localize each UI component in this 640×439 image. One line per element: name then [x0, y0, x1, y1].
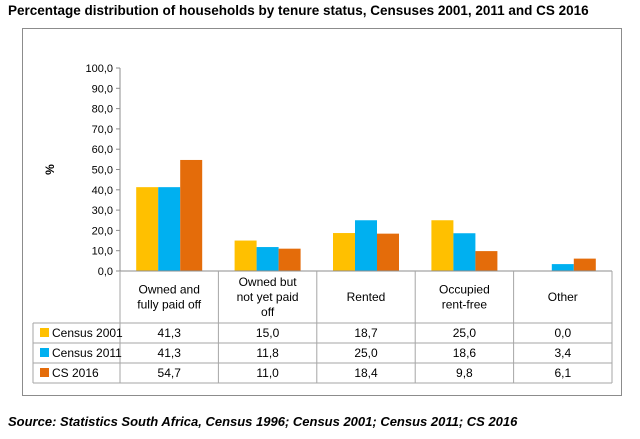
chart-frame: 0,0 10,0 20,0 30,0 40,0 50,0 60,0 70,0 80,0 90,0 1… [22, 28, 622, 396]
y-tick-label: 50,0 [92, 165, 113, 177]
bar-1-2 [234, 240, 257, 271]
y-tick-label: 40,0 [92, 185, 113, 197]
bar-1-3 [333, 233, 355, 271]
category-label: not yet paid [237, 290, 299, 304]
data-label: 3,4 [554, 346, 571, 360]
legend-swatch-3 [40, 368, 49, 377]
category-label: Other [548, 290, 578, 304]
data-label: 0,0 [554, 326, 571, 340]
bar-2-4 [453, 233, 476, 271]
y-tick-label: 60,0 [92, 144, 113, 156]
data-label: 54,7 [158, 366, 182, 380]
y-tick-label: 70,0 [92, 124, 113, 136]
data-label: 18,7 [354, 326, 378, 340]
data-label: 18,6 [453, 346, 477, 360]
category-label: rent-free [442, 298, 488, 312]
category-label: Occupied [439, 283, 490, 297]
bar-3-4 [475, 251, 498, 271]
bar-2-5 [551, 264, 574, 271]
category-label: Rented [347, 290, 386, 304]
bar-2-2 [256, 247, 279, 271]
legend-label: Census 2011 [52, 346, 122, 360]
data-label: 25,0 [354, 346, 378, 360]
bar-3-5 [573, 258, 596, 271]
y-tick-label: 20,0 [92, 225, 113, 237]
data-label: 15,0 [256, 326, 280, 340]
bar-1-4 [431, 220, 454, 271]
y-tick-label: 90,0 [92, 83, 113, 95]
legend-label: Census 2001 [52, 326, 123, 340]
chart-title: Percentage distribution of households by… [8, 3, 589, 18]
category-label: fully paid off [137, 298, 201, 312]
y-tick-label: 80,0 [92, 104, 113, 116]
bar-2-3 [355, 220, 377, 271]
bar-1-1 [136, 187, 159, 271]
data-label: 11,0 [256, 366, 279, 380]
data-label: 41,3 [158, 326, 182, 340]
y-tick-label: 30,0 [92, 205, 113, 217]
legend-swatch-2 [40, 348, 49, 357]
bar-3-3 [377, 233, 399, 271]
legend-swatch-1 [40, 328, 49, 337]
y-axis-label: % [43, 164, 57, 175]
y-tick-label: 100,0 [85, 63, 113, 75]
data-label: 41,3 [158, 346, 182, 360]
data-label: 11,8 [256, 346, 279, 360]
y-tick-label: 10,0 [92, 246, 113, 258]
bar-3-2 [278, 248, 301, 271]
source-note: Source: Statistics South Africa, Census … [8, 414, 518, 429]
y-tick-label: 0,0 [98, 266, 113, 278]
bar-2-1 [158, 187, 181, 271]
data-label: 25,0 [453, 326, 477, 340]
category-label: Owned but [239, 275, 298, 289]
data-label: 6,1 [554, 366, 571, 380]
data-label: 18,4 [354, 366, 378, 380]
category-label: off [261, 305, 275, 319]
category-label: Owned and [139, 283, 200, 297]
data-label: 9,8 [456, 366, 473, 380]
bar-chart: 0,0 10,0 20,0 30,0 40,0 50,0 60,0 70,0 80,0 90,0 1… [32, 63, 613, 384]
legend-label: CS 2016 [52, 366, 99, 380]
bar-3-1 [180, 159, 203, 271]
